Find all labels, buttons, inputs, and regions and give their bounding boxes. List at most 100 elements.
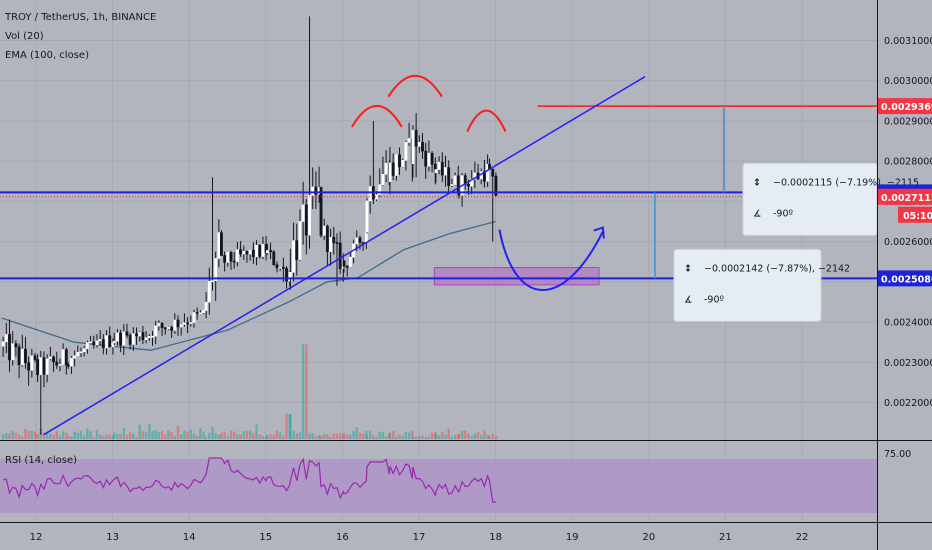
candle-body <box>486 163 490 182</box>
volume-bar <box>128 432 132 439</box>
volume-bar <box>311 433 314 439</box>
candle-body <box>115 332 119 342</box>
candle-body <box>245 250 249 255</box>
candle-body <box>407 138 411 143</box>
candle-body <box>170 326 174 331</box>
volume-bar <box>401 435 404 439</box>
volume-bar <box>295 433 298 439</box>
candle-body <box>494 175 498 196</box>
volume-bar <box>381 432 385 439</box>
volume-bar <box>398 434 401 439</box>
volume-bar <box>58 435 62 439</box>
volume-bar <box>132 433 135 439</box>
candle-body <box>220 232 223 256</box>
volume-bar <box>269 434 272 439</box>
volume-bar <box>349 434 352 439</box>
candle-body <box>235 249 239 262</box>
candle-body <box>239 249 243 255</box>
candle-body <box>211 280 214 283</box>
volume-bar <box>33 431 37 439</box>
candle-body <box>154 325 158 337</box>
price-tick-label: 0.0026000 <box>884 237 932 248</box>
candle-body <box>70 357 73 367</box>
candle-body <box>401 160 405 168</box>
volume-bar <box>404 431 408 439</box>
candle-body <box>223 255 227 263</box>
candle-body <box>467 184 470 187</box>
price-axis[interactable]: 0.0031000 0.0030000 0.0029000 0.0028000 0.00… <box>878 36 932 409</box>
volume-bar <box>414 436 418 439</box>
volume-bar <box>437 435 441 439</box>
volume-bar <box>122 427 125 439</box>
candle-body <box>36 359 40 376</box>
volume-bar <box>298 432 302 439</box>
volume-bar <box>45 432 49 439</box>
volume-bar <box>361 433 365 439</box>
volume-bars <box>1 344 498 439</box>
measure-angle-icon: ∡ <box>753 208 762 219</box>
countdown-box <box>898 206 932 223</box>
volume-legend: Vol (20) <box>5 31 44 42</box>
volume-bar <box>384 436 388 439</box>
candle-body <box>122 331 126 346</box>
volume-bar <box>11 431 14 439</box>
volume-bar <box>199 428 202 439</box>
time-axis[interactable]: 12 13 14 15 16 17 18 19 20 21 22 <box>30 532 809 543</box>
time-tick-label: 12 <box>30 532 43 543</box>
volume-bar <box>223 432 226 439</box>
candle-body <box>138 332 142 337</box>
volume-bar <box>314 436 318 439</box>
volume-bar <box>483 430 486 439</box>
candle-body <box>248 249 252 255</box>
volume-bar <box>192 433 196 439</box>
measure-angle-icon: ∡ <box>684 294 693 305</box>
candle-body <box>27 362 31 371</box>
candle-body <box>217 232 221 259</box>
pattern-arc-right-shoulder <box>466 109 507 133</box>
volume-bar <box>70 436 73 439</box>
volume-bar <box>285 414 288 439</box>
price-tick-label: 0.0031000 <box>884 36 932 47</box>
volume-bar <box>186 431 189 439</box>
volume-bar <box>411 436 415 439</box>
time-tick-label: 19 <box>566 532 579 543</box>
measure-info-delta: −0.0002115 (−7.19%), −2115 <box>773 177 919 188</box>
volume-bar <box>233 431 236 439</box>
measure-info-box <box>673 248 822 322</box>
price-tick-label: 0.0029000 <box>884 116 932 127</box>
volume-bar <box>278 432 282 439</box>
candle-body <box>355 237 359 245</box>
candle-body <box>30 355 34 371</box>
volume-bar <box>195 436 199 439</box>
candle-body <box>473 172 477 180</box>
candle-body <box>261 243 265 257</box>
measure-info-angle: -90º <box>773 208 794 219</box>
volume-bar <box>457 434 461 439</box>
volume-bar <box>375 436 378 439</box>
price-pane[interactable]: ↕ −0.0002115 (−7.19%), −2115 ∡ -90º ↕ −0.0002… <box>0 0 919 522</box>
rsi-pane[interactable] <box>0 457 877 513</box>
candle-body <box>17 346 21 366</box>
candle-body <box>348 256 352 268</box>
volume-bar <box>151 430 154 439</box>
candle-body <box>33 355 37 360</box>
volume-bar <box>335 433 339 439</box>
candle-body <box>176 319 180 328</box>
volume-bar <box>473 433 477 439</box>
volume-bar <box>176 425 180 439</box>
volume-bar <box>453 434 457 439</box>
volume-bar <box>24 428 27 439</box>
candle-body <box>404 142 408 161</box>
volume-bar <box>170 432 173 439</box>
volume-bar <box>21 436 24 439</box>
candle-body <box>308 194 311 236</box>
volume-bar <box>183 430 186 439</box>
measure-tools[interactable]: ↕ −0.0002115 (−7.19%), −2115 ∡ -90º ↕ −0.0002… <box>654 106 919 322</box>
candle-body <box>391 162 395 176</box>
projected-path <box>498 229 604 291</box>
candle-body <box>101 339 105 349</box>
time-tick-label: 17 <box>413 532 426 543</box>
time-tick-label: 16 <box>336 532 349 543</box>
rsi-axis-label: 75.00 <box>884 449 911 460</box>
